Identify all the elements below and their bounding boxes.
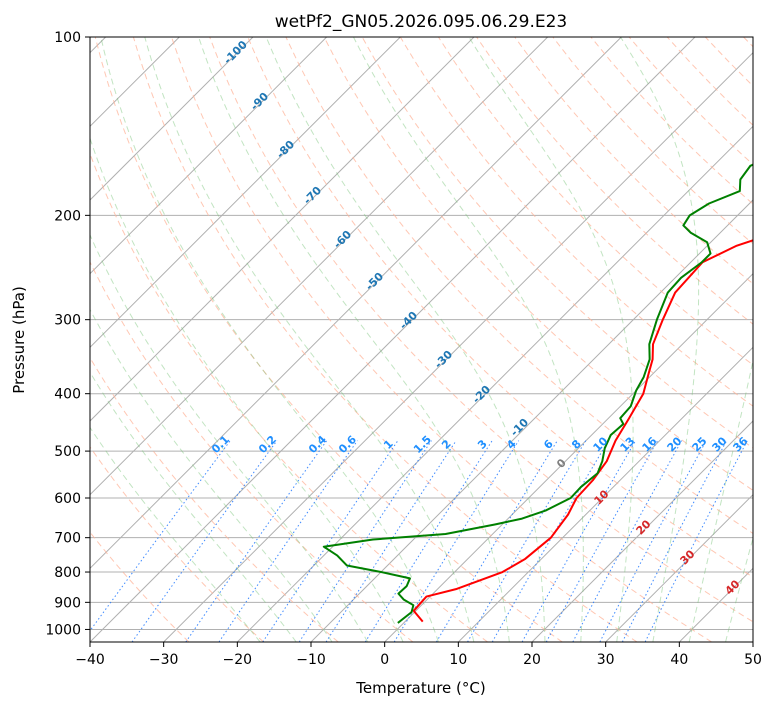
x-tick-label: 40 <box>670 652 688 668</box>
mixing-ratio-line <box>298 440 432 642</box>
mixing-ratio-line <box>90 440 231 632</box>
isotherm-line <box>384 272 753 642</box>
moist-adiabat <box>688 358 753 642</box>
y-axis-label: Pressure (hPa) <box>10 286 28 394</box>
x-axis-label: Temperature (°C) <box>355 679 485 697</box>
mixing-ratio-line <box>545 440 659 642</box>
mixing-ratio-line <box>644 440 748 642</box>
x-axis-ticks: −40 −30 −20 −10 0 10 20 30 40 50 <box>75 642 762 668</box>
sounding-profiles <box>322 163 753 624</box>
isotherm-line <box>605 493 753 642</box>
moist-adiabat <box>620 37 700 642</box>
mixing-ratio-line <box>435 440 558 642</box>
moist-adiabat <box>90 371 297 642</box>
isotherm-line <box>90 37 254 201</box>
moist-adiabat <box>90 233 369 642</box>
plot-area <box>90 37 753 642</box>
moist-adiabat <box>725 536 753 642</box>
x-tick-label: 50 <box>744 652 762 668</box>
dry-adiabat <box>514 37 753 285</box>
x-tick-label: 0 <box>380 652 389 668</box>
moist-adiabat <box>90 136 404 642</box>
isotherm-line <box>90 37 401 349</box>
isotherm-line <box>90 37 696 642</box>
isotherm-gridlines <box>90 37 753 642</box>
dry-adiabat <box>323 37 753 491</box>
dry-adiabat <box>132 37 638 642</box>
moist-adiabat <box>265 37 546 642</box>
moist-adiabat <box>198 37 510 642</box>
dewpoint-profile <box>322 163 753 624</box>
y-tick-label: 1000 <box>45 622 81 638</box>
mixing-ratio-line <box>521 440 637 642</box>
mixing-ratio-line <box>325 440 457 642</box>
y-tick-label: 900 <box>54 595 81 611</box>
mixing-ratio-line <box>467 440 587 642</box>
mixing-ratio-lines <box>90 440 748 642</box>
isotherm-line <box>90 37 475 422</box>
isotherm-line <box>90 37 328 275</box>
mixing-ratio-line <box>262 440 399 642</box>
dry-adiabat <box>90 356 339 642</box>
x-tick-label: −20 <box>223 652 253 668</box>
x-tick-label: −30 <box>149 652 179 668</box>
mixing-ratio-line <box>393 440 520 642</box>
plot-frame <box>89 36 754 643</box>
mixing-ratio-line <box>185 440 328 642</box>
y-tick-label: 200 <box>54 208 81 224</box>
mixing-ratio-line <box>131 440 278 642</box>
isotherm-line <box>531 420 753 642</box>
isotherm-line <box>457 346 753 642</box>
dry-adiabat <box>209 37 753 623</box>
dry-adiabat <box>90 260 414 642</box>
moist-adiabat <box>90 426 261 642</box>
dry-adiabats <box>90 37 753 642</box>
dry-adiabat <box>90 446 264 642</box>
x-tick-label: 30 <box>597 652 615 668</box>
moist-adiabat <box>90 308 333 642</box>
isotherm-line <box>90 37 622 570</box>
y-tick-label: 600 <box>54 491 81 507</box>
x-tick-label: 20 <box>523 652 541 668</box>
dry-adiabat <box>94 37 563 642</box>
y-tick-label: 100 <box>54 30 81 46</box>
isotherm-line <box>163 51 753 642</box>
x-tick-label: 10 <box>449 652 467 668</box>
x-tick-label: −40 <box>75 652 105 668</box>
isotherm-line <box>90 37 549 496</box>
mixing-ratio-line <box>218 440 358 642</box>
dry-adiabat <box>171 37 713 642</box>
moist-adiabat <box>144 37 475 642</box>
y-tick-label: 500 <box>54 444 81 460</box>
mixing-ratio-line <box>364 440 493 642</box>
y-tick-label: 700 <box>54 531 81 547</box>
y-tick-label: 400 <box>54 387 81 403</box>
temperature-profile <box>412 239 753 623</box>
chart-title: wetPf2_GN05.2026.095.06.29.E23 <box>275 12 567 32</box>
dry-adiabat <box>476 37 753 325</box>
dry-adiabat <box>285 37 753 535</box>
x-tick-label: −10 <box>296 652 326 668</box>
y-tick-label: 800 <box>54 565 81 581</box>
mixing-ratio-line <box>572 440 683 642</box>
dry-adiabat <box>247 37 753 578</box>
y-axis-ticks: 100 200 300 400 500 600 700 800 900 1000 <box>45 30 90 638</box>
isotherm-line <box>236 125 753 642</box>
pressure-gridlines <box>90 37 753 630</box>
y-tick-label: 300 <box>54 313 81 329</box>
